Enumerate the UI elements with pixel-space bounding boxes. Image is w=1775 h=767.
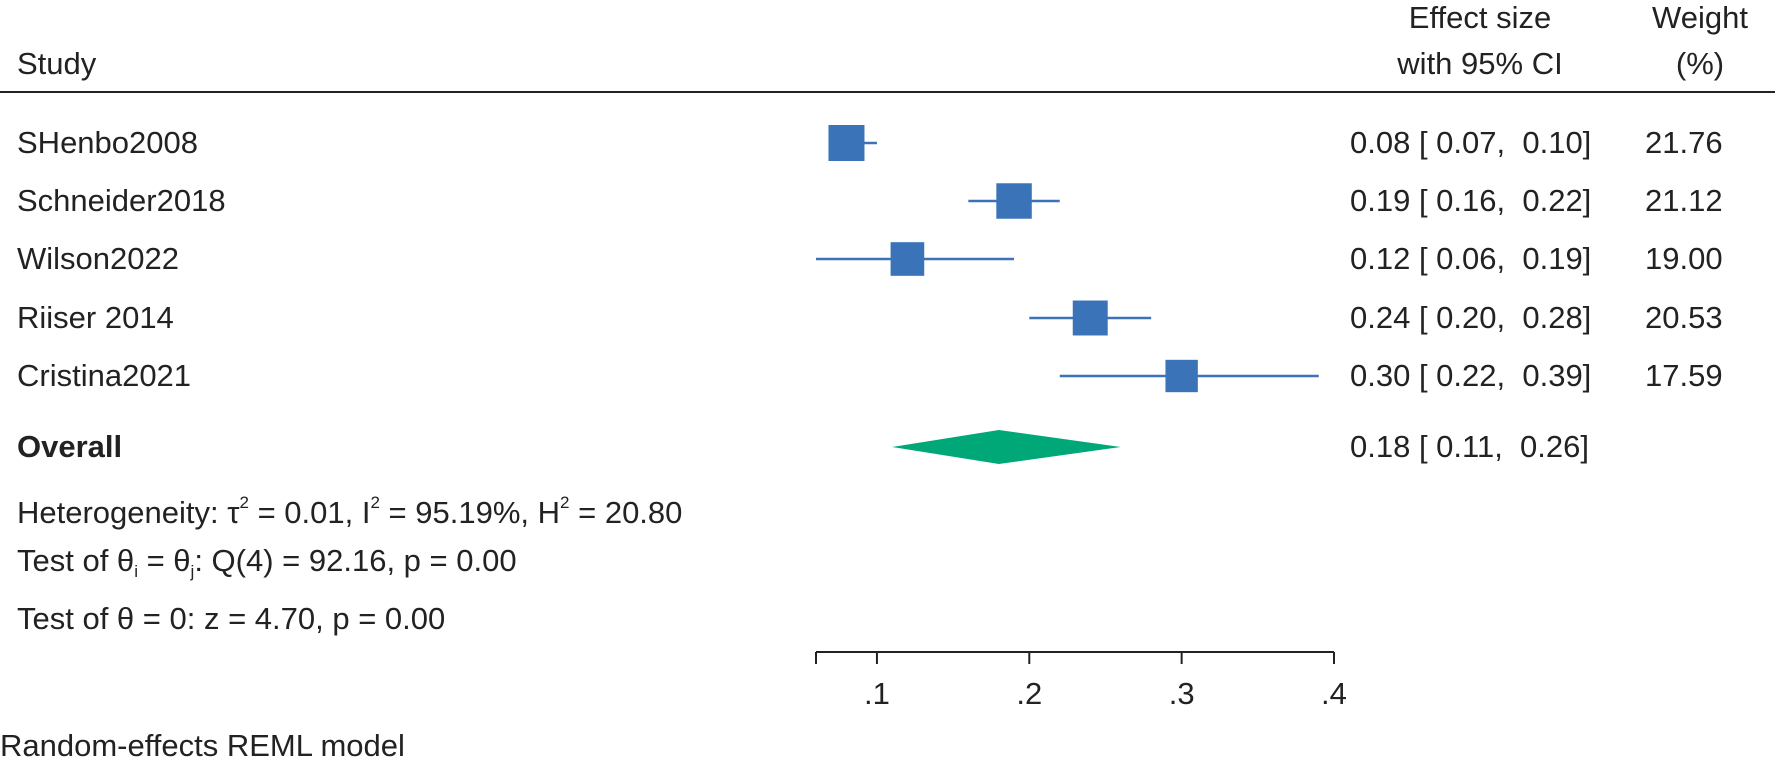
study-weight: 19.00: [1645, 241, 1723, 276]
study-ci-text: 0.08 [ 0.07, 0.10]: [1350, 125, 1592, 160]
effect-size-header-line2: with 95% CI: [1397, 46, 1563, 81]
study-weight: 20.53: [1645, 300, 1723, 335]
study-effect-marker: [1072, 300, 1108, 336]
overall-effect-test: Test of θ = 0: z = 4.70, p = 0.00: [17, 601, 446, 636]
study-name: Wilson2022: [17, 241, 179, 276]
study-weight: 21.12: [1645, 183, 1723, 218]
study-ci-text: 0.30 [ 0.22, 0.39]: [1350, 358, 1592, 393]
x-tick-label: .4: [1321, 676, 1347, 711]
weight-header-line2: (%): [1675, 46, 1725, 81]
study-effect-marker: [890, 242, 925, 276]
overall-label: Overall: [17, 429, 123, 464]
study-column-header: Study: [17, 46, 97, 81]
study-name: Riiser 2014: [17, 300, 174, 335]
study-weight: 21.76: [1645, 125, 1723, 160]
overall-diamond: [892, 430, 1121, 464]
model-note: Random-effects REML model: [0, 728, 405, 763]
x-tick-label: .1: [864, 676, 890, 711]
overall-ci-text: 0.18 [ 0.11, 0.26]: [1350, 429, 1589, 464]
study-name: Schneider2018: [17, 183, 226, 218]
study-effect-marker: [828, 125, 865, 161]
homogeneity-test: Test of θi = θj: Q(4) = 92.16, p = 0.00: [17, 543, 517, 581]
study-weight: 17.59: [1645, 358, 1723, 393]
study-ci-text: 0.12 [ 0.06, 0.19]: [1350, 241, 1592, 276]
study-effect-marker: [996, 183, 1032, 219]
x-tick-label: .3: [1169, 676, 1195, 711]
effect-size-header-line1: Effect size: [1408, 0, 1552, 35]
study-name: Cristina2021: [17, 358, 192, 393]
header-rule: [0, 91, 1775, 93]
x-tick-label: .2: [1016, 676, 1042, 711]
study-ci-text: 0.24 [ 0.20, 0.28]: [1350, 300, 1592, 335]
weight-header-line1: Weight: [1652, 0, 1748, 35]
study-name: SHenbo2008: [17, 125, 198, 160]
study-ci-text: 0.19 [ 0.16, 0.22]: [1350, 183, 1592, 218]
study-effect-marker: [1165, 359, 1198, 393]
heterogeneity-stats: Heterogeneity: τ2 = 0.01, I2 = 95.19%, H…: [17, 493, 683, 530]
